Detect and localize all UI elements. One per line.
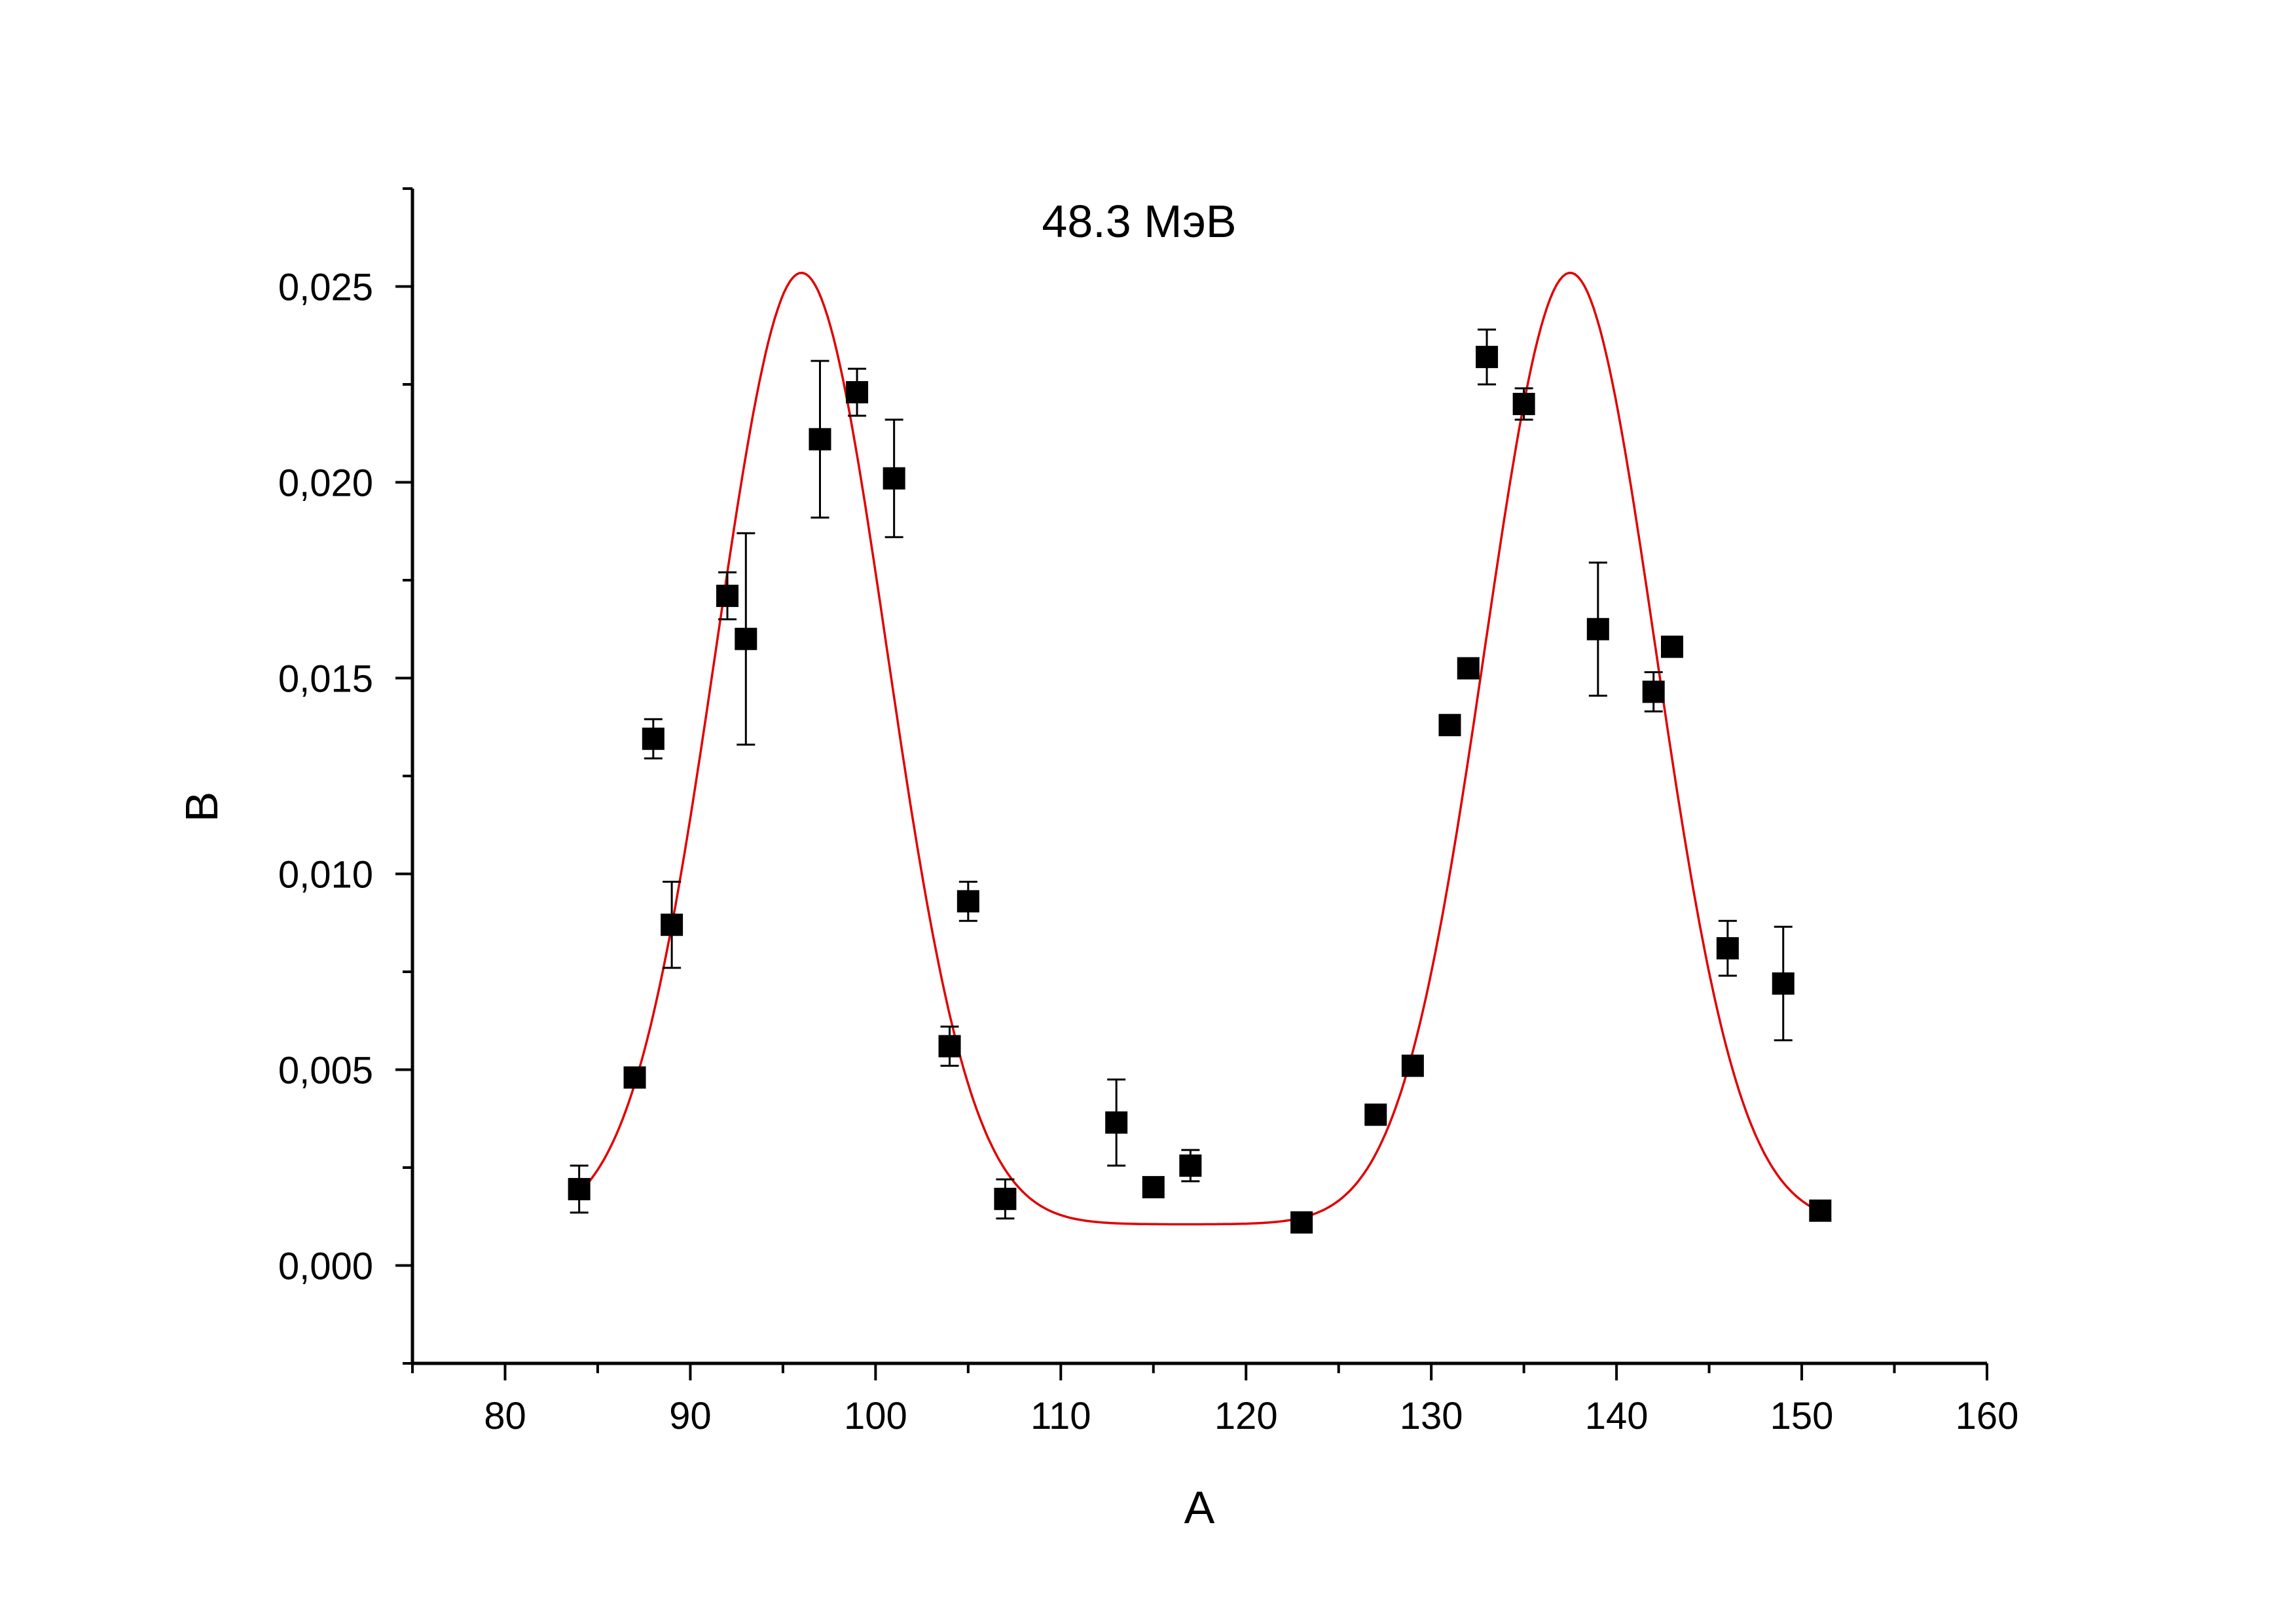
- y-axis-ticks: 0,000 0,005 0,010 0,015 0,020 0,025: [278, 187, 412, 1365]
- data-point: [994, 1187, 1017, 1210]
- data-point: [1290, 1211, 1313, 1234]
- data-point: [623, 1066, 646, 1089]
- data-point: [809, 428, 831, 451]
- data-point: [1642, 680, 1665, 703]
- x-axis-ticks: 80 90 100 110 120 130 140 150 160: [411, 1363, 2019, 1437]
- error-bars: [570, 328, 1793, 1220]
- data-point: [1438, 714, 1461, 737]
- data-point: [1476, 346, 1499, 369]
- data-point: [1142, 1175, 1165, 1198]
- data-point: [716, 584, 738, 607]
- data-point: [1364, 1103, 1387, 1126]
- data-point: [1457, 657, 1480, 680]
- data-point: [883, 467, 905, 490]
- chart-title: 48.3 МэВ: [1042, 196, 1236, 247]
- y-tick-label: 0,010: [278, 854, 373, 896]
- data-point: [1661, 635, 1683, 658]
- x-tick-label: 90: [669, 1395, 712, 1437]
- y-tick-label: 0,025: [278, 267, 373, 309]
- data-point: [1716, 937, 1739, 960]
- x-tick-label: 120: [1214, 1395, 1278, 1437]
- y-axis-label: B: [176, 792, 227, 822]
- data-point: [957, 890, 979, 913]
- data-point: [642, 728, 665, 750]
- data-point: [1772, 972, 1795, 995]
- data-point: [1105, 1111, 1128, 1134]
- data-point: [735, 627, 757, 650]
- y-tick-label: 0,000: [278, 1246, 373, 1288]
- data-point: [661, 913, 683, 936]
- fit-curve: [578, 271, 1821, 1226]
- x-tick-label: 80: [484, 1395, 526, 1437]
- data-point: [1512, 392, 1535, 415]
- data-point: [568, 1177, 591, 1200]
- x-tick-label: 100: [844, 1395, 907, 1437]
- data-point: [846, 380, 869, 403]
- data-point: [1586, 618, 1609, 640]
- data-point: [1179, 1154, 1202, 1177]
- fit-curve-group: [578, 271, 1821, 1226]
- x-tick-label: 150: [1770, 1395, 1834, 1437]
- data-point: [1401, 1054, 1424, 1077]
- x-tick-label: 140: [1585, 1395, 1649, 1437]
- y-tick-label: 0,005: [278, 1050, 373, 1092]
- x-tick-label: 130: [1400, 1395, 1463, 1437]
- y-tick-label: 0,020: [278, 462, 373, 505]
- data-point: [1809, 1199, 1832, 1222]
- data-point: [938, 1035, 961, 1058]
- x-tick-label: 110: [1030, 1395, 1091, 1437]
- y-tick-label: 0,015: [278, 658, 373, 701]
- x-axis-label: A: [1184, 1482, 1215, 1533]
- data-points: [568, 346, 1832, 1234]
- x-tick-label: 160: [1956, 1395, 2019, 1437]
